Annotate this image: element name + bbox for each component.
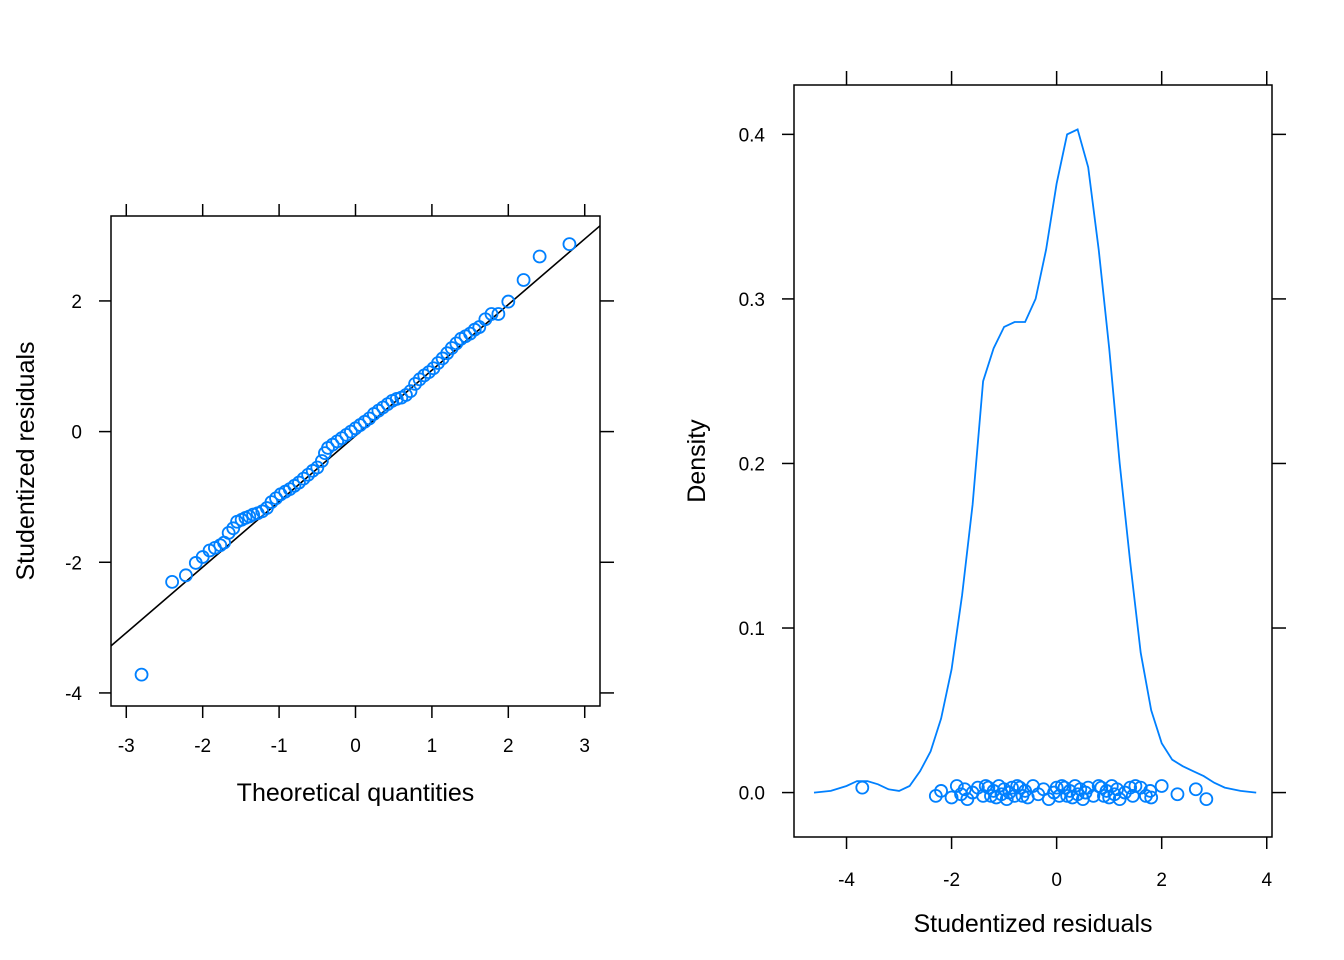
qq-point: [562, 237, 577, 251]
qq-point: [264, 495, 279, 510]
qq-point: [431, 356, 445, 370]
qq-point: [296, 471, 311, 486]
density-rug-point: [1144, 790, 1159, 805]
density-x-tick-label: 4: [1261, 870, 1272, 891]
density-x-tick-label: -2: [943, 870, 960, 891]
density-rug-point: [1154, 779, 1169, 793]
qq-point: [221, 525, 236, 540]
density-rug-point: [999, 792, 1014, 807]
density-x-tick-label: 0: [1051, 870, 1062, 891]
density-y-tick-label: 0.3: [739, 290, 765, 311]
qq-point: [362, 411, 377, 426]
qq-x-tick-label: 1: [427, 736, 438, 757]
qq-x-tick-label: 3: [579, 736, 590, 757]
qq-x-axis-label: Theoretical quantities: [237, 779, 475, 807]
density-x-tick-label: -4: [838, 870, 855, 891]
qq-point: [399, 388, 413, 402]
density-curve: [813, 128, 1257, 794]
qq-plot-panel: -3 -2 -1 0 1 2 3 -4 -2 0 2 Theoretical quantities…: [12, 204, 614, 807]
density-rug-point: [1143, 784, 1158, 798]
qq-point: [501, 294, 516, 309]
density-rug-point: [957, 782, 972, 797]
qq-x-tick-label: -3: [118, 736, 135, 757]
density-x-axis: -4 -2 0 2 4: [838, 71, 1272, 891]
density-y-tick-label: 0.4: [739, 125, 766, 146]
density-y-tick-label: 0.2: [739, 454, 765, 475]
qq-point: [178, 568, 193, 583]
qq-point: [484, 307, 499, 321]
density-x-axis-label: Studentized residuals: [913, 910, 1152, 938]
qq-point: [301, 467, 316, 482]
qq-point: [314, 454, 329, 468]
density-rug-point: [1125, 788, 1140, 803]
qq-point: [412, 372, 427, 387]
qq-points: [134, 237, 577, 682]
qq-point: [532, 249, 547, 264]
qq-point: [449, 336, 464, 351]
qq-y-tick-label: 0: [71, 423, 82, 444]
density-y-axis: 0.0 0.1 0.2 0.3 0.4: [739, 125, 1286, 805]
qq-y-axis: -4 -2 0 2: [65, 292, 614, 705]
qq-point: [491, 307, 506, 321]
qq-point: [463, 326, 478, 341]
qq-point: [408, 377, 422, 391]
density-rug-point: [855, 780, 870, 795]
density-x-tick-label: 2: [1156, 870, 1167, 891]
qq-point: [421, 365, 436, 380]
density-y-axis-label: Density: [683, 419, 711, 503]
density-plot-panel: -4 -2 0 2 4 0.0 0.1 0.2 0.3 0.4 Studentized resi…: [683, 71, 1286, 938]
density-rug-point: [1188, 782, 1203, 797]
density-plot-frame: [793, 84, 1273, 838]
qq-point: [403, 384, 418, 398]
qq-y-tick-label: -2: [65, 553, 82, 574]
density-rug-point: [944, 790, 959, 805]
qq-x-tick-label: -1: [271, 736, 288, 757]
density-rug-point: [934, 784, 948, 798]
qq-x-tick-label: 0: [350, 736, 361, 757]
density-y-tick-label: 0.1: [739, 619, 765, 640]
qq-x-axis: -3 -2 -1 0 1 2 3: [118, 204, 590, 757]
qq-x-tick-label: -2: [194, 736, 211, 757]
qq-x-tick-label: 2: [503, 736, 514, 757]
qq-point: [134, 667, 149, 682]
qq-point: [292, 475, 306, 490]
density-y-tick-label: 0.0: [739, 784, 765, 805]
density-rug-points: [855, 779, 1214, 807]
qq-y-axis-label: Studentized residuals: [12, 341, 40, 580]
qq-point: [444, 341, 459, 355]
density-rug-point: [949, 779, 964, 793]
density-rug-point: [1170, 787, 1185, 802]
density-rug-point: [1110, 782, 1124, 797]
qq-y-tick-label: -4: [65, 684, 82, 705]
density-rug-point: [1199, 792, 1214, 807]
qq-point: [269, 491, 283, 506]
qq-y-tick-label: 2: [71, 292, 82, 313]
qq-point: [165, 574, 180, 589]
qq-point: [516, 273, 531, 287]
